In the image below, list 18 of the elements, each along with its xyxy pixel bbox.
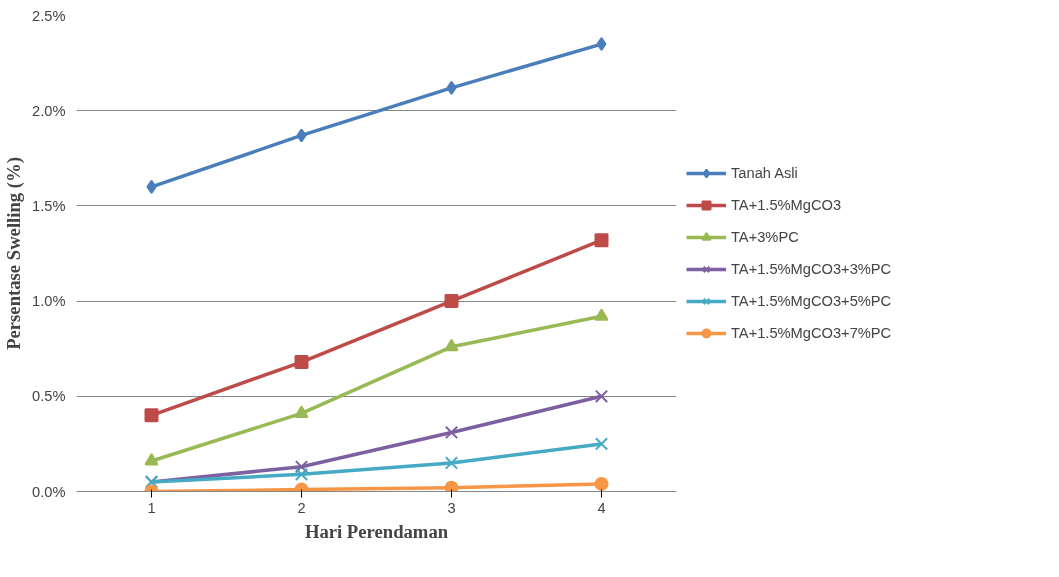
y-tick-label: 0.5% [32, 388, 66, 405]
y-tick-label: 1.0% [32, 293, 66, 310]
legend-label: TA+1.5%MgCO3+5%PC [731, 293, 892, 309]
x-tick-label: 4 [597, 499, 606, 516]
x-tick-label: 2 [297, 499, 306, 516]
y-tick-label: 0.0% [32, 483, 66, 500]
legend-label: TA+1.5%MgCO3 [731, 197, 842, 213]
y-tick-label: 2.5% [32, 7, 66, 24]
x-tick-label: 3 [447, 499, 456, 516]
legend-label: TA+3%PC [731, 229, 799, 245]
y-axis-title: Persentase Swelling (%) [3, 157, 26, 350]
legend-label: TA+1.5%MgCO3+7%PC [731, 325, 892, 341]
legend-label: TA+1.5%MgCO3+3%PC [731, 261, 892, 277]
x-tick-label: 1 [147, 499, 156, 516]
y-tick-label: 2.0% [32, 102, 66, 119]
x-axis-title: Hari Perendaman [304, 520, 449, 542]
legend-label: Tanah Asli [731, 165, 798, 181]
y-tick-label: 1.5% [32, 197, 66, 214]
